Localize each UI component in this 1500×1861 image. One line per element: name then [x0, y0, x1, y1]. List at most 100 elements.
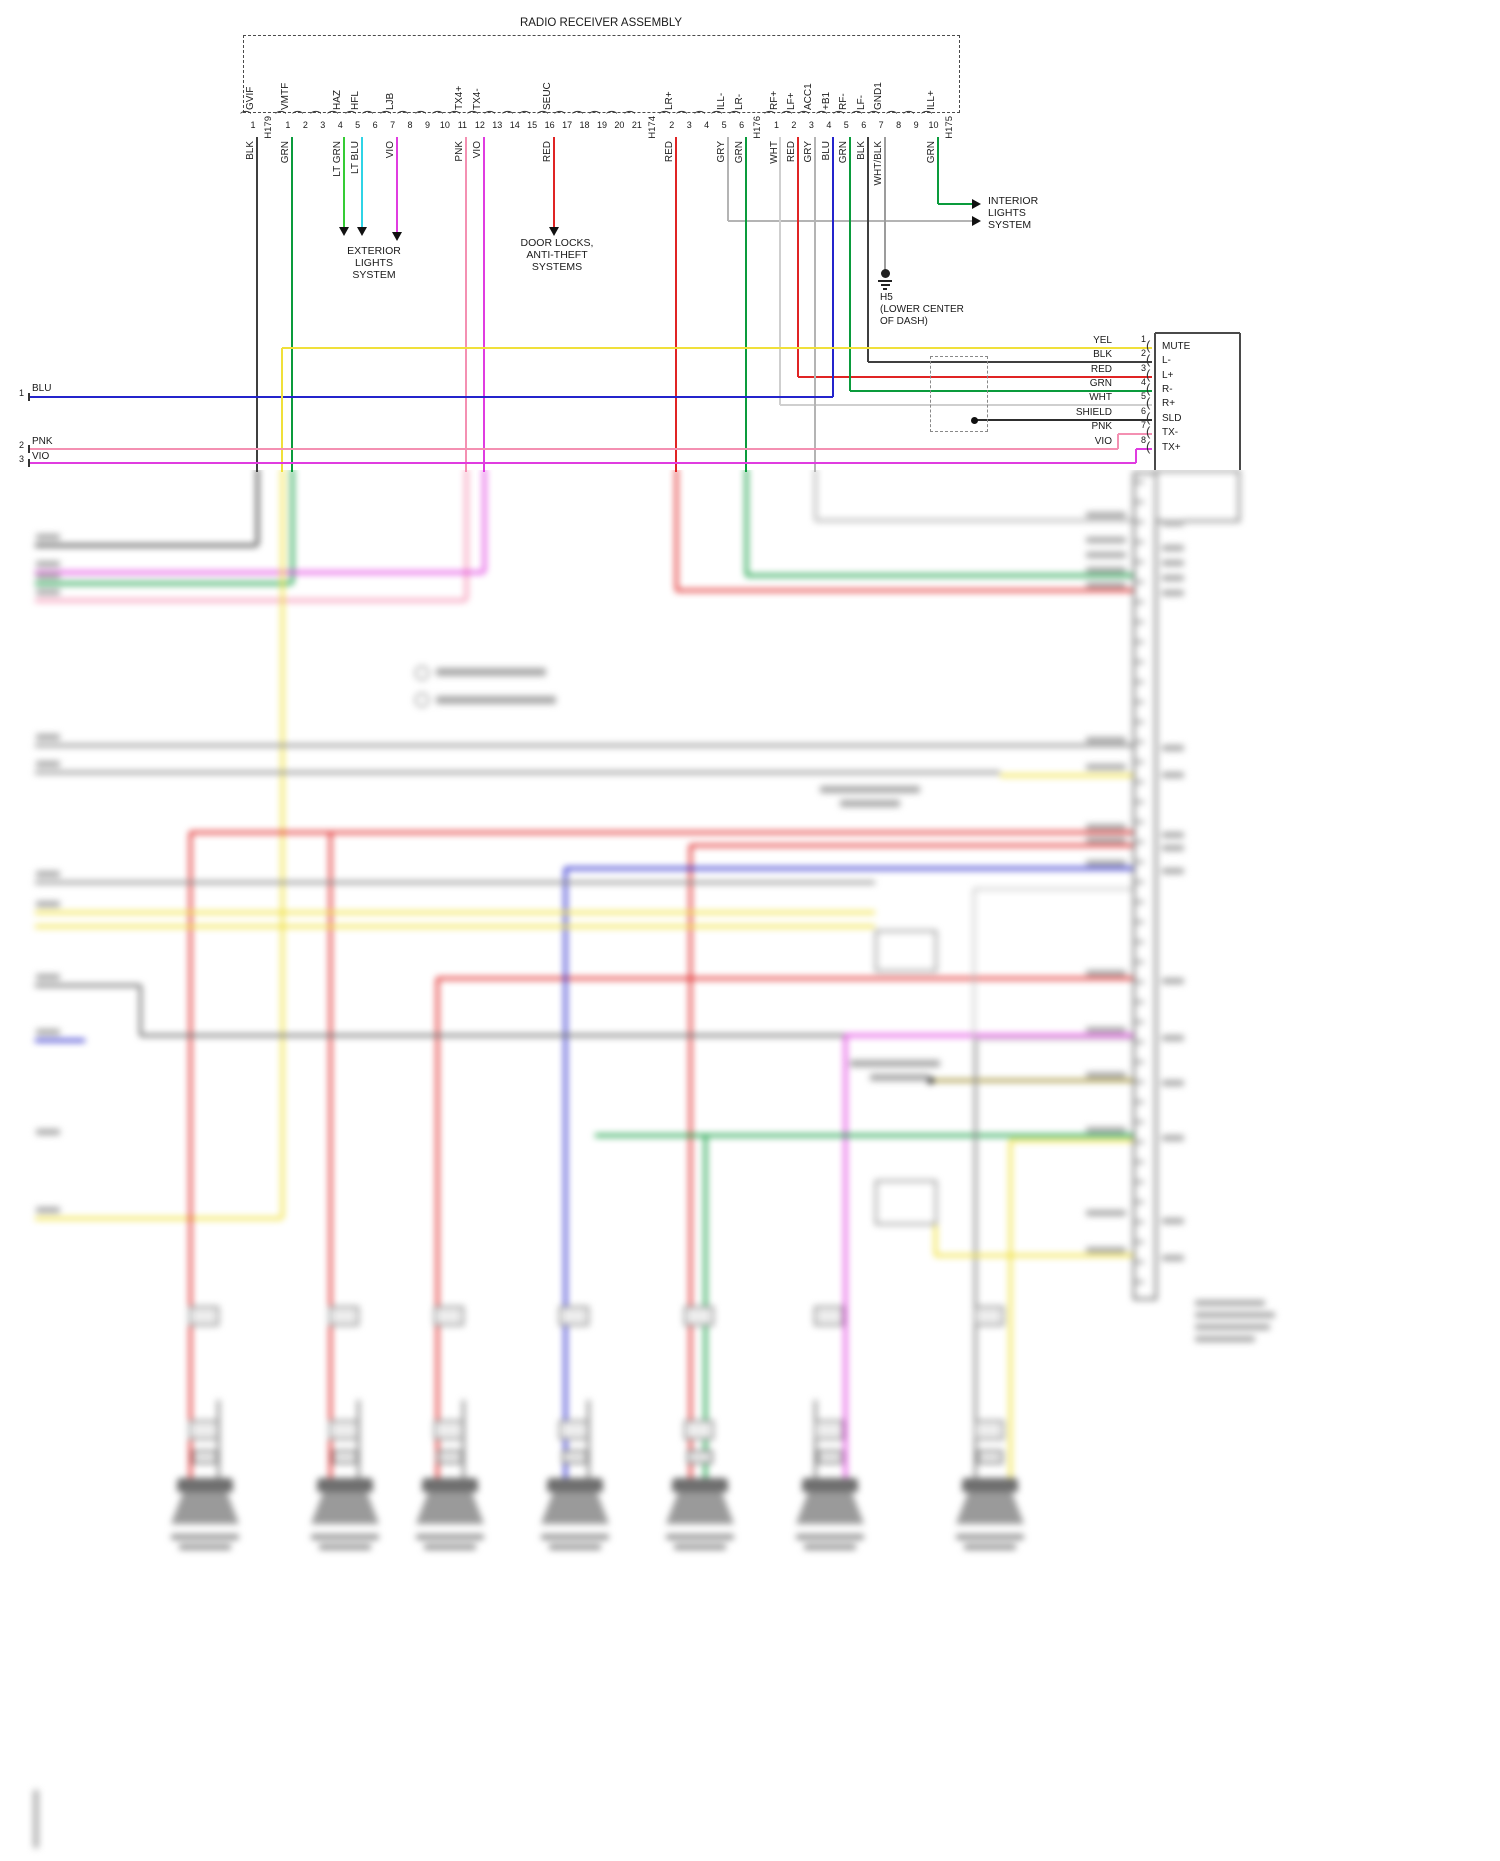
wire-segment	[937, 137, 939, 204]
inline-connector	[434, 1420, 464, 1440]
blurred-box	[875, 930, 937, 972]
wire-segment	[867, 137, 869, 362]
pin-number: 3	[808, 120, 814, 130]
ground-label: H5	[880, 292, 893, 303]
arrow-down-icon	[357, 227, 367, 236]
wire-segment	[727, 137, 729, 221]
blurred-box	[875, 1180, 937, 1225]
wire-segment	[780, 404, 1152, 406]
inline-connector	[559, 1306, 589, 1326]
connector-pin-tick	[1134, 981, 1144, 983]
arrow-down-icon	[392, 232, 402, 241]
pin-label: RF-	[838, 93, 850, 110]
blurred-text	[1162, 845, 1184, 851]
pin-terminal-icon: (	[588, 110, 601, 114]
wire-segment	[850, 390, 1152, 392]
door-locks-label: ANTI-THEFT	[526, 249, 588, 261]
pin-label: GVIF	[245, 86, 256, 110]
connector-pin-tick	[1134, 1121, 1144, 1123]
pin-terminal-icon: (	[676, 110, 689, 114]
pin-number: 1	[285, 120, 291, 130]
speaker-icon	[541, 1492, 609, 1524]
wire-segment	[674, 470, 678, 590]
blurred-text	[1086, 1247, 1126, 1253]
wire-segment	[281, 348, 283, 472]
connector-pin-tick	[1134, 1181, 1144, 1183]
wire-color-label: LT GRN	[332, 141, 344, 177]
connector-pin-tick	[1134, 1061, 1144, 1063]
radio-receiver-box	[243, 35, 960, 113]
pin-terminal-icon: (	[868, 110, 881, 114]
ground-label: (LOWER CENTER	[880, 304, 964, 315]
blurred-text	[1086, 764, 1126, 770]
wire-segment	[814, 137, 816, 472]
connector-pin-tick	[1134, 581, 1144, 583]
ground-icon	[883, 288, 887, 290]
pin-number: 4	[704, 120, 710, 130]
blurred-text	[1086, 824, 1126, 830]
wire-segment	[35, 1216, 282, 1220]
amp-pin-number: 5	[1140, 391, 1146, 401]
blurred-text	[1162, 1218, 1184, 1224]
blurred-text	[1162, 868, 1184, 874]
wire-segment	[845, 1033, 1133, 1037]
connector-pin-tick	[1134, 961, 1144, 963]
connector-border	[1154, 333, 1156, 470]
pin-number: 8	[407, 120, 413, 130]
left-wire-color: PNK	[32, 436, 53, 447]
connector-pin-tick	[1134, 501, 1144, 503]
pin-label: LJB	[384, 92, 396, 110]
connector-pin-tick	[1134, 1081, 1144, 1083]
speaker-magnet	[422, 1478, 478, 1492]
blurred-text	[1162, 1080, 1184, 1086]
note-circle-icon	[415, 666, 429, 680]
speaker-connector	[562, 1450, 588, 1464]
blurred-text	[1162, 978, 1184, 984]
wire-color-label: GRY	[803, 141, 815, 163]
wire-segment	[745, 137, 747, 472]
connector-pin-tick	[1134, 1101, 1144, 1103]
speaker-magnet	[802, 1478, 858, 1492]
wire-color-label: LT BLU	[349, 141, 361, 174]
speaker-caption	[549, 1544, 601, 1550]
wire-color-label: WHT/BLK	[873, 141, 885, 186]
pin-number: 5	[355, 120, 361, 130]
connector-pin-tick	[1134, 1201, 1144, 1203]
connector-pin-tick	[1134, 1261, 1144, 1263]
connector-pin-tick	[1134, 1221, 1144, 1223]
wire-segment	[563, 868, 567, 1478]
connector-id: H175	[944, 116, 955, 139]
speaker-connector	[192, 1450, 218, 1464]
pin-terminal-icon: (	[327, 110, 340, 114]
wire-end-tick	[28, 445, 30, 453]
speaker-magnet	[177, 1478, 233, 1492]
speaker-icon	[311, 1492, 379, 1524]
blurred-text	[1162, 832, 1184, 838]
blurred-text	[820, 786, 920, 793]
speaker-icon	[171, 1492, 239, 1524]
wire-segment	[35, 581, 292, 585]
speaker-magnet	[317, 1478, 373, 1492]
arrow-right-icon	[972, 199, 981, 209]
door-locks-label: SYSTEMS	[531, 261, 583, 273]
pin-label: TX4-	[471, 88, 483, 110]
connector-pin-tick	[1134, 761, 1144, 763]
pin-label: GND1	[873, 82, 885, 110]
blurred-text	[1086, 512, 1126, 518]
amp-pin-label: MUTE	[1162, 341, 1191, 352]
pin-terminal-icon: (	[798, 110, 811, 114]
wire-segment	[35, 770, 1000, 774]
wire-segment	[973, 1040, 977, 1478]
pin-terminal-icon: (	[728, 110, 741, 114]
amp-wire-color: PNK	[1091, 421, 1112, 432]
blurred-text	[436, 696, 556, 704]
pin-number: 18	[579, 120, 590, 130]
amp-wire-color: WHT	[1089, 392, 1112, 403]
speaker-magnet	[962, 1478, 1018, 1492]
pin-terminal-icon: (	[501, 110, 514, 114]
connector-pin-tick	[1134, 1241, 1144, 1243]
connector-pin-tick	[1134, 1001, 1144, 1003]
pin-number: 15	[527, 120, 538, 130]
exterior-lights-label: SYSTEM	[352, 269, 396, 281]
blurred-text	[850, 1060, 940, 1067]
